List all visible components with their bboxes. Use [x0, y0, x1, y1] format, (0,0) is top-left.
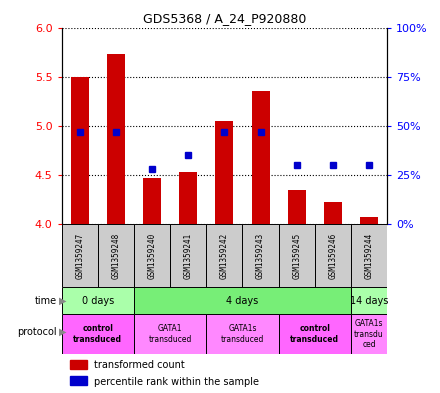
Text: 14 days: 14 days — [350, 296, 388, 306]
Bar — [71, 77, 89, 224]
Bar — [143, 178, 161, 224]
Text: GSM1359242: GSM1359242 — [220, 232, 229, 279]
Text: GATA1s
transdu
ced: GATA1s transdu ced — [354, 319, 384, 349]
FancyBboxPatch shape — [279, 314, 351, 354]
Bar — [107, 54, 125, 224]
Text: control
transduced: control transduced — [290, 324, 339, 344]
Text: GSM1359240: GSM1359240 — [147, 232, 157, 279]
Bar — [70, 376, 87, 385]
Bar — [179, 172, 197, 224]
FancyBboxPatch shape — [170, 224, 206, 287]
Text: 0 days: 0 days — [82, 296, 114, 306]
FancyBboxPatch shape — [351, 287, 387, 314]
FancyBboxPatch shape — [134, 224, 170, 287]
FancyBboxPatch shape — [206, 314, 279, 354]
FancyBboxPatch shape — [351, 224, 387, 287]
FancyBboxPatch shape — [351, 314, 387, 354]
FancyBboxPatch shape — [242, 224, 279, 287]
Text: GSM1359243: GSM1359243 — [256, 232, 265, 279]
Text: control
transduced: control transduced — [73, 324, 122, 344]
Title: GDS5368 / A_24_P920880: GDS5368 / A_24_P920880 — [143, 12, 306, 25]
FancyBboxPatch shape — [279, 224, 315, 287]
FancyBboxPatch shape — [98, 224, 134, 287]
FancyBboxPatch shape — [134, 314, 206, 354]
Bar — [252, 92, 270, 224]
Bar — [215, 121, 234, 224]
Text: GSM1359245: GSM1359245 — [292, 232, 301, 279]
Text: GSM1359244: GSM1359244 — [365, 232, 374, 279]
Text: ▶: ▶ — [59, 296, 67, 306]
Bar — [360, 217, 378, 224]
Text: 4 days: 4 days — [226, 296, 259, 306]
Bar — [288, 190, 306, 224]
Text: ▶: ▶ — [59, 327, 67, 337]
Text: percentile rank within the sample: percentile rank within the sample — [94, 376, 259, 387]
Text: GSM1359246: GSM1359246 — [328, 232, 337, 279]
Text: GSM1359241: GSM1359241 — [184, 232, 193, 279]
FancyBboxPatch shape — [62, 314, 134, 354]
Text: protocol: protocol — [18, 327, 57, 337]
Text: GSM1359247: GSM1359247 — [75, 232, 84, 279]
Text: time: time — [35, 296, 57, 306]
Text: GSM1359248: GSM1359248 — [111, 232, 121, 279]
FancyBboxPatch shape — [315, 224, 351, 287]
Text: GATA1
transduced: GATA1 transduced — [148, 324, 192, 344]
FancyBboxPatch shape — [62, 287, 134, 314]
FancyBboxPatch shape — [206, 224, 242, 287]
FancyBboxPatch shape — [62, 224, 98, 287]
Bar — [324, 202, 342, 224]
FancyBboxPatch shape — [134, 287, 351, 314]
Bar — [70, 360, 87, 369]
Text: GATA1s
transduced: GATA1s transduced — [221, 324, 264, 344]
Text: transformed count: transformed count — [94, 360, 185, 370]
